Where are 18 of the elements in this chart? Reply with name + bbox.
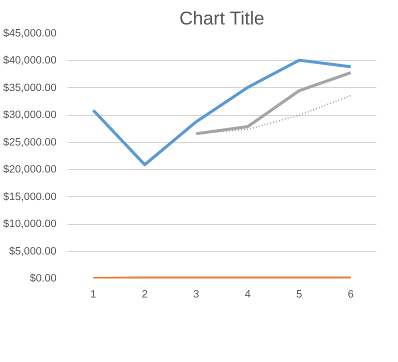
chart-title: Chart Title [179, 8, 264, 28]
y-tick-label: $30,000.00 [3, 109, 57, 122]
x-tick-label: 4 [244, 288, 251, 300]
y-tick-label: $25,000.00 [3, 136, 57, 148]
x-tick-label: 2 [142, 288, 148, 300]
y-tick-label: $20,000.00 [3, 164, 57, 176]
y-tick-label: $0.00 [30, 272, 57, 284]
y-tick-label: $35,000.00 [3, 82, 57, 94]
x-tick-label: 1 [90, 288, 96, 300]
x-tick-label: 6 [348, 288, 354, 300]
y-tick-label: $15,000.00 [3, 190, 57, 203]
y-tick-label: $5,000.00 [9, 245, 57, 258]
x-tick-label: 5 [296, 288, 302, 300]
y-tick-label: $45,000.00 [3, 28, 57, 40]
y-tick-label: $40,000.00 [3, 54, 57, 67]
y-tick-label: $10,000.00 [3, 218, 57, 230]
line-series [92, 58, 352, 166]
x-tick-label: 3 [193, 288, 200, 300]
